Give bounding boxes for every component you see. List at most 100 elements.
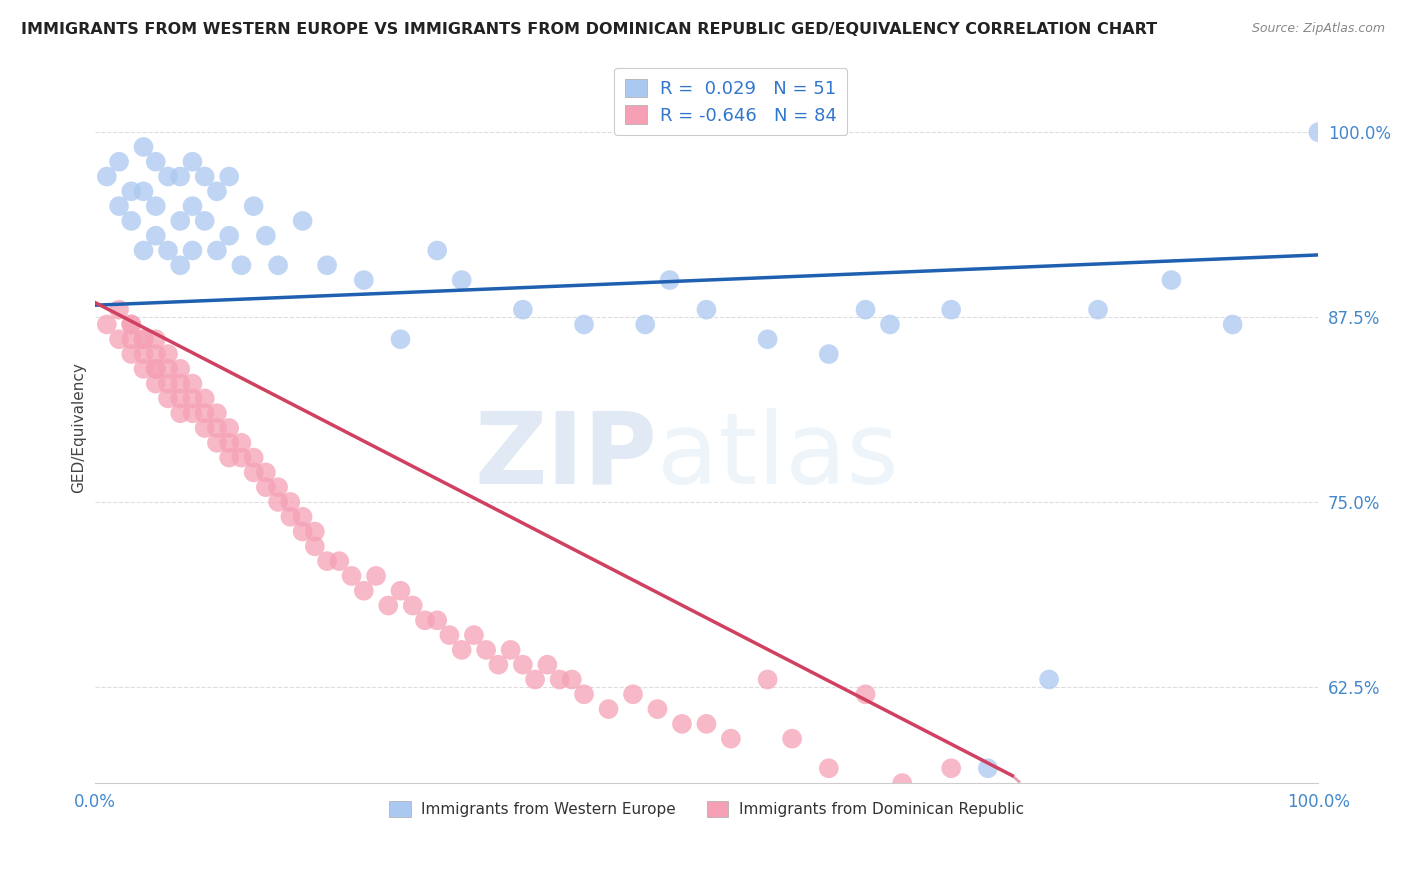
- Point: [254, 480, 277, 494]
- Point: [145, 376, 167, 391]
- Point: [120, 347, 142, 361]
- Point: [194, 421, 217, 435]
- Point: [941, 761, 963, 775]
- Point: [450, 273, 472, 287]
- Point: [156, 376, 179, 391]
- Point: [941, 302, 963, 317]
- Point: [402, 599, 425, 613]
- Point: [132, 332, 155, 346]
- Point: [181, 406, 204, 420]
- Point: [145, 199, 167, 213]
- Point: [304, 540, 326, 554]
- Point: [231, 258, 253, 272]
- Point: [96, 169, 118, 184]
- Point: [695, 717, 717, 731]
- Point: [169, 406, 191, 420]
- Point: [181, 376, 204, 391]
- Point: [169, 392, 191, 406]
- Point: [120, 332, 142, 346]
- Point: [194, 392, 217, 406]
- Point: [267, 480, 290, 494]
- Point: [572, 318, 595, 332]
- Point: [181, 154, 204, 169]
- Point: [291, 214, 314, 228]
- Point: [231, 435, 253, 450]
- Point: [316, 554, 339, 568]
- Point: [205, 406, 228, 420]
- Point: [169, 214, 191, 228]
- Point: [291, 524, 314, 539]
- Point: [475, 643, 498, 657]
- Point: [120, 214, 142, 228]
- Point: [486, 657, 509, 672]
- Point: [340, 569, 363, 583]
- Point: [145, 347, 167, 361]
- Point: [132, 332, 155, 346]
- Point: [108, 199, 131, 213]
- Point: [634, 318, 657, 332]
- Point: [194, 406, 217, 420]
- Point: [218, 169, 240, 184]
- Point: [647, 702, 669, 716]
- Point: [598, 702, 620, 716]
- Point: [242, 199, 264, 213]
- Point: [280, 495, 302, 509]
- Point: [879, 318, 901, 332]
- Point: [536, 657, 558, 672]
- Point: [561, 673, 583, 687]
- Point: [194, 169, 217, 184]
- Point: [353, 273, 375, 287]
- Point: [439, 628, 461, 642]
- Point: [108, 332, 131, 346]
- Point: [205, 184, 228, 198]
- Point: [120, 318, 142, 332]
- Point: [194, 214, 217, 228]
- Point: [145, 154, 167, 169]
- Point: [977, 761, 1000, 775]
- Point: [426, 244, 449, 258]
- Point: [364, 569, 387, 583]
- Y-axis label: GED/Equivalency: GED/Equivalency: [72, 362, 86, 493]
- Text: ZIP: ZIP: [475, 408, 658, 505]
- Point: [426, 613, 449, 627]
- Point: [205, 435, 228, 450]
- Text: atlas: atlas: [658, 408, 898, 505]
- Text: IMMIGRANTS FROM WESTERN EUROPE VS IMMIGRANTS FROM DOMINICAN REPUBLIC GED/EQUIVAL: IMMIGRANTS FROM WESTERN EUROPE VS IMMIGR…: [21, 22, 1157, 37]
- Point: [512, 657, 534, 672]
- Point: [145, 228, 167, 243]
- Point: [108, 302, 131, 317]
- Point: [1222, 318, 1244, 332]
- Point: [242, 450, 264, 465]
- Point: [242, 466, 264, 480]
- Point: [218, 450, 240, 465]
- Point: [855, 302, 877, 317]
- Point: [756, 332, 779, 346]
- Point: [304, 524, 326, 539]
- Point: [389, 332, 412, 346]
- Point: [817, 761, 839, 775]
- Point: [855, 687, 877, 701]
- Point: [695, 302, 717, 317]
- Point: [181, 392, 204, 406]
- Point: [145, 361, 167, 376]
- Point: [720, 731, 742, 746]
- Point: [156, 244, 179, 258]
- Point: [621, 687, 644, 701]
- Point: [328, 554, 350, 568]
- Point: [499, 643, 522, 657]
- Point: [291, 509, 314, 524]
- Point: [572, 687, 595, 701]
- Point: [267, 495, 290, 509]
- Point: [756, 673, 779, 687]
- Point: [145, 361, 167, 376]
- Point: [169, 361, 191, 376]
- Point: [120, 318, 142, 332]
- Point: [169, 376, 191, 391]
- Point: [817, 347, 839, 361]
- Point: [463, 628, 485, 642]
- Point: [205, 244, 228, 258]
- Point: [156, 347, 179, 361]
- Point: [671, 717, 693, 731]
- Point: [181, 244, 204, 258]
- Point: [1038, 673, 1060, 687]
